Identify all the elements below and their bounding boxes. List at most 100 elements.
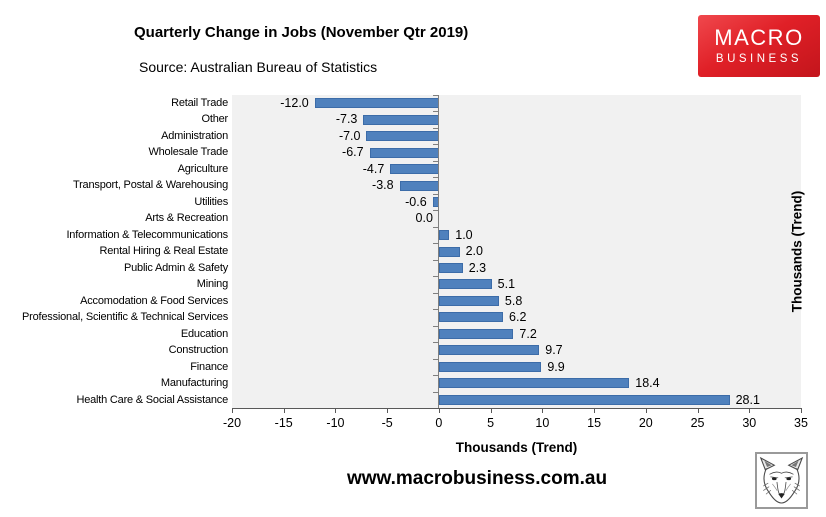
bar: [369, 147, 439, 158]
bar-value-label: -6.7: [342, 145, 364, 160]
bar-value-label: 5.1: [497, 277, 516, 292]
wolf-sketch-icon: [759, 456, 804, 504]
category-label: Construction: [168, 344, 229, 357]
x-axis-line: [232, 408, 802, 409]
category-tick: [433, 210, 439, 212]
x-axis-tick: [749, 408, 751, 413]
bar-value-label: 2.0: [465, 244, 483, 259]
bar: [438, 361, 542, 372]
bar: [438, 230, 450, 241]
category-label: Public Admin & Safety: [123, 261, 228, 274]
bar: [438, 246, 460, 257]
bar-value-label: -3.8: [372, 178, 394, 193]
category-tick: [433, 276, 439, 278]
x-axis-tick: [801, 408, 802, 413]
bar-value-label: -7.0: [338, 128, 361, 143]
category-label: Health Care & Social Assistance: [76, 393, 228, 406]
x-tick-label: -15: [274, 416, 293, 430]
bar: [390, 164, 439, 175]
x-tick-label: -20: [222, 416, 242, 430]
bar-value-label: 9.7: [545, 343, 563, 358]
x-axis-tick: [542, 408, 544, 413]
category-label: Utilities: [194, 195, 228, 208]
category-tick: [433, 243, 439, 245]
bar-value-label: 18.4: [635, 376, 660, 391]
category-tick: [433, 342, 439, 344]
x-tick-label: 35: [794, 416, 808, 430]
bar: [314, 98, 439, 109]
bar: [438, 345, 540, 356]
x-tick-label: 25: [690, 416, 705, 430]
category-label: Agriculture: [177, 162, 229, 175]
bar: [438, 394, 730, 405]
category-tick: [433, 325, 439, 327]
x-tick-label: 0: [435, 416, 443, 430]
macrobusiness-logo-text-macro: MACRO: [714, 24, 804, 50]
x-tick-label: -5: [381, 416, 393, 430]
chart-title: Quarterly Change in Jobs (November Qtr 2…: [134, 24, 469, 41]
category-tick: [433, 127, 439, 129]
category-label: Other: [201, 113, 228, 126]
category-tick: [433, 193, 439, 195]
x-tick-label: 20: [638, 416, 653, 430]
category-label: Finance: [190, 360, 228, 373]
zero-axis-line: [438, 95, 440, 408]
bar-value-label: 0.0: [415, 211, 433, 226]
category-label: Mining: [196, 278, 228, 291]
bar: [432, 197, 439, 208]
bar-value-label: 5.8: [504, 293, 523, 308]
bar-value-label: 28.1: [735, 392, 760, 407]
category-label: Retail Trade: [171, 97, 228, 109]
x-tick-label: 30: [742, 416, 757, 430]
bar-value-label: -7.3: [335, 112, 358, 127]
x-axis-title: Thousands (Trend): [455, 440, 578, 455]
bar: [438, 312, 504, 323]
category-tick: [433, 144, 439, 146]
bar-value-label: -0.6: [405, 194, 427, 209]
category-label: Wholesale Trade: [148, 146, 228, 159]
category-tick: [433, 160, 439, 162]
x-axis-tick: [594, 408, 596, 413]
x-axis-tick: [490, 408, 492, 413]
category-label: Professional, Scientific & Technical Ser…: [21, 311, 228, 324]
category-tick: [433, 309, 439, 311]
x-axis-tick: [645, 408, 647, 413]
bar: [399, 180, 439, 191]
x-tick-label: -10: [326, 416, 345, 430]
bar: [438, 378, 630, 389]
category-label: Accomodation & Food Services: [80, 294, 228, 307]
category-label: Education: [180, 327, 228, 340]
category-tick: [433, 259, 439, 261]
bar: [438, 328, 514, 339]
category-label: Administration: [161, 129, 228, 142]
category-tick: [433, 375, 439, 377]
bar-value-label: -12.0: [280, 96, 309, 110]
bar: [438, 279, 492, 290]
category-tick: [433, 95, 439, 96]
website-url: www.macrobusiness.com.au: [346, 468, 608, 489]
category-tick: [433, 358, 439, 360]
x-axis-tick: [697, 408, 699, 413]
bar-value-label: 7.2: [519, 326, 537, 341]
bar-value-label: 6.2: [509, 310, 527, 325]
chart-source: Source: Australian Bureau of Statistics: [139, 59, 378, 75]
x-axis-tick: [283, 408, 285, 413]
bar-value-label: 2.3: [468, 260, 487, 275]
category-tick: [433, 226, 439, 228]
bar: [366, 131, 439, 142]
x-tick-label: 10: [535, 416, 550, 430]
category-label: Manufacturing: [160, 377, 228, 390]
x-axis-tick: [232, 408, 233, 413]
x-axis-tick: [387, 408, 389, 413]
bar-value-label: -4.7: [362, 161, 385, 176]
macrobusiness-logo-text-business: BUSINESS: [715, 52, 803, 65]
bar: [438, 295, 499, 306]
category-label: Information & Telecommunications: [66, 228, 228, 241]
x-axis-tick: [335, 408, 337, 413]
macrobusiness-logo: MACRO BUSINESS: [698, 15, 820, 77]
wolf-logo-frame: [755, 452, 808, 509]
category-label: Arts & Recreation: [145, 212, 228, 225]
bar: [363, 114, 439, 125]
